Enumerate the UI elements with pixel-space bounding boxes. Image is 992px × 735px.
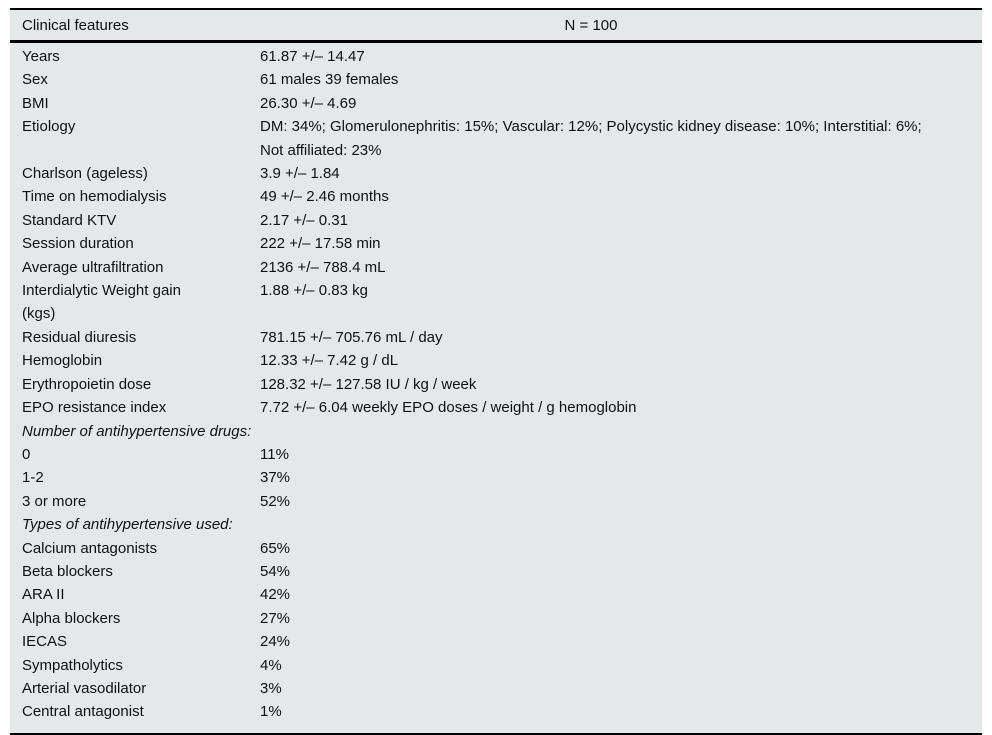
row-value: 37% [260,469,291,487]
row-label: Time on hemodialysis [22,188,167,206]
row-label: Beta blockers [22,562,113,580]
section-row: Types of antihypertensive used: [10,513,982,536]
table-row: Session duration 222 +/– 17.58 min [10,232,982,255]
table-row: Residual diuresis 781.15 +/– 705.76 mL / … [10,326,982,349]
row-value: 3% [260,679,282,697]
row-value: 54% [260,562,291,580]
row-label: 1-2 [22,469,44,487]
row-value: 61 males 39 females [260,71,399,89]
table-row: Arterial vasodilator 3% [10,677,982,700]
header-n-count: N = 100 [260,9,982,43]
row-value: 11% [260,445,289,463]
row-value: 1.88 +/– 0.83 kg [260,282,369,300]
row-label: Alpha blockers [22,609,121,627]
row-value: 1% [260,703,282,721]
table-row: Alpha blockers 27% [10,607,982,630]
table-row: Years 61.87 +/– 14.47 [10,42,982,69]
row-label: 3 or more [22,492,87,510]
row-label: Sympatholytics [22,656,123,674]
row-label: Sex [22,71,48,89]
table-row: Time on hemodialysis 49 +/– 2.46 months [10,185,982,208]
row-label: 0 [22,445,31,463]
row-value: 52% [260,492,291,510]
row-value: 7.72 +/– 6.04 weekly EPO doses / weight … [260,399,637,417]
row-label: IECAS [22,633,68,651]
table-row: IECAS 24% [10,630,982,653]
row-value: 65% [260,539,291,557]
row-label: Average ultrafiltration [22,258,164,276]
table-row: Calcium antagonists 65% [10,537,982,560]
row-value: 4% [260,656,282,674]
row-label: Residual diuresis [22,328,137,346]
section-label: Number of antihypertensive drugs: [22,422,252,440]
row-label: Central antagonist [22,703,144,721]
table-row: 3 or more 52% [10,490,982,513]
table-row: Standard KTV 2.17 +/– 0.31 [10,209,982,232]
clinical-features-table: Clinical features N = 100 Years 61.87 +/–… [10,8,982,735]
row-value: 2.17 +/– 0.31 [260,211,348,229]
row-label: Interdialytic Weight gain (kgs) [22,282,181,323]
row-value: 27% [260,609,291,627]
row-label: Charlson (ageless) [22,165,148,183]
row-label: Arterial vasodilator [22,679,147,697]
row-value: 781.15 +/– 705.76 mL / day [260,328,443,346]
header-row: Clinical features N = 100 [10,9,982,43]
row-label: EPO resistance index [22,399,167,417]
table-row: Charlson (ageless) 3.9 +/– 1.84 [10,162,982,185]
table-row: EPO resistance index 7.72 +/– 6.04 weekly… [10,396,982,419]
table-row: 0 11% [10,443,982,466]
row-label: Calcium antagonists [22,539,158,557]
row-label: Hemoglobin [22,352,103,370]
table-row: Average ultrafiltration 2136 +/– 788.4 mL [10,256,982,279]
table-row: Sex 61 males 39 females [10,68,982,91]
section-label: Types of antihypertensive used: [22,516,233,534]
table-row: Central antagonist 1% [10,700,982,733]
row-label: BMI [22,94,49,112]
row-label: Standard KTV [22,211,117,229]
row-value: 128.32 +/– 127.58 IU / kg / week [260,375,477,393]
table-row: Beta blockers 54% [10,560,982,583]
row-value: 12.33 +/– 7.42 g / dL [260,352,399,370]
row-value: DM: 34%; Glomerulonephritis: 15%; Vascul… [260,118,922,159]
table-row: ARA II 42% [10,583,982,606]
table-row: Sympatholytics 4% [10,654,982,677]
table-row: BMI 26.30 +/– 4.69 [10,92,982,115]
row-value: 222 +/– 17.58 min [260,235,381,253]
row-label: Erythropoietin dose [22,375,152,393]
row-value: 61.87 +/– 14.47 [260,48,365,65]
table-row: Hemoglobin 12.33 +/– 7.42 g / dL [10,349,982,372]
table-row: Interdialytic Weight gain (kgs) 1.88 +/– … [10,279,982,326]
row-label: Years [22,48,60,65]
row-label: ARA II [22,586,65,604]
table-head: Clinical features N = 100 [10,9,982,43]
table-body: Years 61.87 +/– 14.47 Sex 61 males 39 femal… [10,42,982,734]
row-label: Etiology [22,118,76,136]
row-value: 42% [260,586,291,604]
header-clinical-features: Clinical features [10,9,260,43]
row-value: 24% [260,633,291,651]
section-row: Number of antihypertensive drugs: [10,420,982,443]
table-row: Etiology DM: 34%; Glomerulonephritis: 15%… [10,115,982,162]
table-row: 1-2 37% [10,466,982,489]
row-label: Session duration [22,235,134,253]
row-value: 49 +/– 2.46 months [260,188,389,206]
row-value: 3.9 +/– 1.84 [260,165,340,183]
table-row: Erythropoietin dose 128.32 +/– 127.58 IU … [10,373,982,396]
row-value: 2136 +/– 788.4 mL [260,258,386,276]
row-value: 26.30 +/– 4.69 [260,94,357,112]
